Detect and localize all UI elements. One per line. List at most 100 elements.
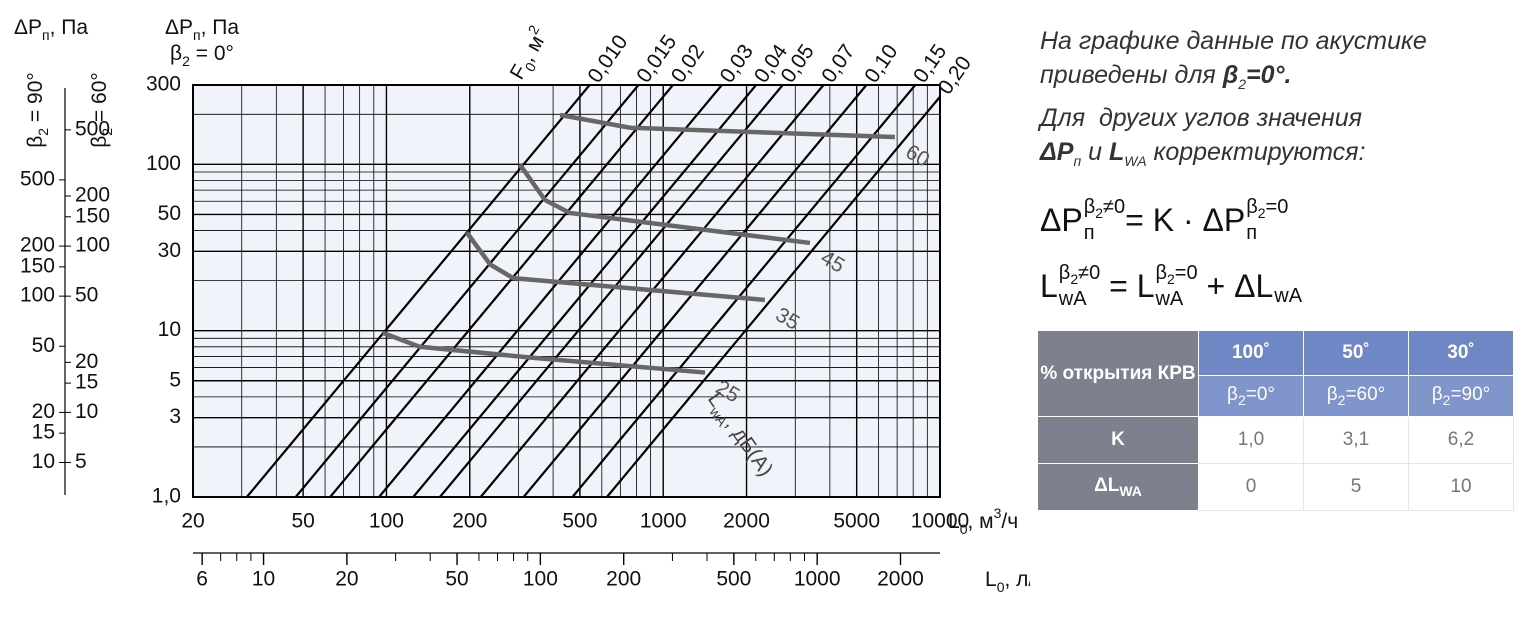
series-label: 0,10: [860, 40, 902, 87]
left-axis-label-part: β: [24, 136, 47, 148]
note-text: и: [1081, 138, 1109, 166]
left-axis-label-part: 2: [35, 128, 51, 136]
term-sub: wA: [1155, 288, 1184, 310]
noise-curve: [382, 330, 706, 375]
info-panel: На графике данные по акустике приведены д…: [1037, 24, 1530, 511]
series-label: 0,07: [817, 40, 859, 87]
x2-axis-label-part: , л/с: [1004, 568, 1030, 591]
y-axis-subtitle-part: 2: [182, 53, 190, 69]
term-base: ΔP: [1040, 201, 1083, 238]
angle-sub: 2: [1442, 391, 1451, 408]
x-tick-label: 10000: [911, 510, 969, 533]
flow-line: [571, 85, 917, 497]
term-sup: β2=0: [1246, 197, 1288, 223]
note-bold: =0°.: [1246, 61, 1292, 89]
term-stack: β2≠0 wA: [1059, 263, 1100, 309]
formula-op: = K ·: [1125, 201, 1203, 238]
left-axis-label-part: = 60°: [88, 72, 111, 128]
table-header: 50˚: [1303, 330, 1409, 376]
noise-curve: [559, 112, 895, 140]
x-tick-label: 50: [291, 510, 314, 533]
note-bold: β: [1222, 61, 1239, 89]
left-axis-tick-label: 200: [20, 234, 55, 257]
y-axis-title-part: , Па: [201, 16, 240, 39]
row-name-text: ΔL: [1094, 475, 1120, 497]
table-subheader: β2=60°: [1303, 375, 1409, 417]
x2-tick-label: 2000: [877, 568, 924, 591]
table-header: 100˚: [1198, 330, 1304, 376]
x-tick-label: 100: [369, 510, 404, 533]
y-tick-label: 1,0: [152, 485, 181, 508]
angle: β: [1227, 384, 1238, 406]
sup-part: =0: [1265, 196, 1289, 218]
term: ΔP β2≠0 п: [1040, 197, 1125, 243]
note-sub: п: [1073, 153, 1082, 169]
left-axis-tick-label: 50: [75, 284, 98, 307]
x-tick-label: 500: [562, 510, 597, 533]
sup-part: ≠0: [1078, 262, 1101, 284]
left-axis-label-part: = 90°: [24, 72, 47, 128]
x2-tick-label: 20: [335, 568, 358, 591]
y-axis-subtitle-part: β: [170, 42, 182, 65]
term-stack: β2=0 п: [1246, 197, 1288, 243]
angle: =90°: [1450, 384, 1491, 406]
x2-tick-label: 200: [606, 568, 641, 591]
left-axis-tick-label: 5: [75, 450, 87, 473]
term-base: L: [1040, 267, 1058, 304]
plot-frame: [192, 84, 941, 498]
correction-table: % открытия КРВ 100˚ 50˚ 30˚ β2=0° β2=60° β2=90…: [1037, 330, 1514, 511]
left-axis-title: ΔPп, Па: [14, 16, 88, 43]
sup-part: β: [1083, 196, 1096, 218]
series-label: 0,03: [716, 40, 758, 87]
left-axis-tick-label: 100: [20, 284, 55, 307]
table-header: 30˚: [1408, 330, 1514, 376]
term-sub: wA: [1058, 288, 1087, 310]
x2-axis-label: L0, л/с: [985, 568, 1030, 595]
term-sub: wA: [1274, 285, 1303, 307]
x-axis-label-part: , м: [967, 510, 993, 533]
flow-line: [245, 85, 591, 497]
y-axis-title-part: п: [193, 27, 201, 43]
left-axis-title-part: , Па: [50, 16, 89, 39]
term-sup: β2≠0: [1059, 263, 1100, 289]
x2-tick-label: 6: [196, 568, 208, 591]
sup-part: ≠0: [1103, 196, 1126, 218]
left-axis-tick-label: 200: [75, 184, 110, 207]
note-text: приведены для: [1040, 61, 1223, 89]
x-axis-label-part: L: [948, 510, 960, 533]
note-line: Для других углов значения: [1040, 104, 1363, 132]
flow-line: [522, 85, 868, 497]
table-row: β2=0° β2=60° β2=90°: [1038, 375, 1514, 417]
x-tick-label: 5000: [833, 510, 880, 533]
sup-index: 2: [1070, 271, 1079, 287]
note-line: ΔPп и LWA корректируются:: [1040, 135, 1530, 178]
notes: На графике данные по акустике приведены д…: [1040, 24, 1530, 178]
note-sub: 2: [1238, 76, 1247, 92]
row-name: ΔLWA: [1037, 463, 1199, 511]
term-stack: β2≠0 п: [1084, 197, 1125, 243]
angle: =0°: [1245, 384, 1275, 406]
left-axis-tick-label: 20: [32, 400, 55, 423]
note-bold: L: [1108, 138, 1125, 166]
x2-tick-label: 1000: [794, 568, 841, 591]
left-axis-tick-label: 20: [75, 350, 98, 373]
left-axis-label: β2 = 90°: [24, 72, 51, 148]
sup-index: 2: [1257, 205, 1266, 221]
angle: β: [1326, 384, 1338, 406]
x-axis-label: L0, м3/ч: [948, 505, 1018, 537]
left-axis-tick-label: 500: [20, 167, 55, 190]
angle-sub: 2: [1237, 391, 1246, 408]
term: ΔP β2=0 п: [1203, 197, 1289, 243]
table-cell: 0: [1198, 463, 1304, 511]
noise-curve: [464, 231, 766, 303]
y-tick-label: 3: [169, 405, 181, 428]
left-axis-label: β2 = 60°: [88, 72, 115, 148]
left-axis-label-part: 2: [99, 128, 115, 136]
angle: β: [1431, 384, 1443, 406]
term-sup: β2=0: [1155, 263, 1197, 289]
table-cell: 5: [1303, 463, 1409, 511]
x-axis-label-part: 3: [994, 505, 1002, 521]
